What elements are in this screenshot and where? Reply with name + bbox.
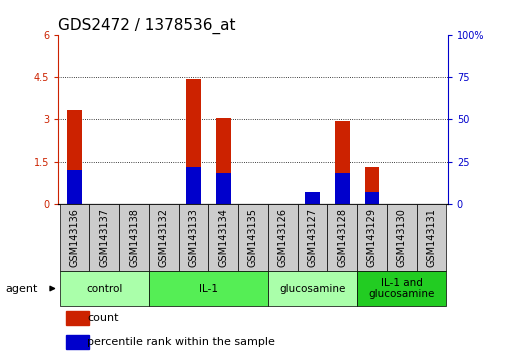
Bar (60, 204, 89, 271)
Text: GSM143132: GSM143132 (159, 208, 169, 267)
Text: GSM143129: GSM143129 (366, 208, 376, 267)
Bar (60, 271, 148, 306)
Bar (148, 204, 178, 271)
Bar (357, 271, 445, 306)
Text: control: control (86, 284, 122, 293)
Text: GSM143135: GSM143135 (247, 208, 258, 267)
Text: GSM143133: GSM143133 (188, 208, 198, 267)
Text: GSM143134: GSM143134 (218, 208, 228, 267)
Bar (216, 118, 230, 204)
Bar (334, 121, 349, 204)
Bar (267, 204, 297, 271)
Text: glucosamine: glucosamine (279, 284, 345, 293)
Text: IL-1: IL-1 (198, 284, 218, 293)
Text: GSM143131: GSM143131 (426, 208, 436, 267)
Bar (178, 204, 208, 271)
Text: GSM143138: GSM143138 (129, 208, 139, 267)
Text: GSM143137: GSM143137 (99, 208, 109, 267)
Bar (305, 201, 319, 204)
Bar (364, 192, 379, 204)
Bar (416, 204, 445, 271)
Bar (305, 192, 319, 204)
Text: GSM143136: GSM143136 (69, 208, 79, 267)
Bar (208, 204, 238, 271)
Text: GSM143126: GSM143126 (277, 208, 287, 267)
Text: IL-1 and
glucosamine: IL-1 and glucosamine (368, 278, 434, 299)
Bar (386, 204, 416, 271)
Text: count: count (87, 313, 119, 323)
Text: percentile rank within the sample: percentile rank within the sample (87, 337, 275, 347)
Text: GSM143130: GSM143130 (396, 208, 406, 267)
Bar (334, 173, 349, 204)
Bar (327, 204, 357, 271)
Bar (186, 79, 200, 204)
Bar (238, 204, 267, 271)
Bar (119, 204, 148, 271)
Bar (67, 170, 82, 204)
Text: agent: agent (5, 284, 37, 293)
Bar (66, 335, 89, 349)
Text: GDS2472 / 1378536_at: GDS2472 / 1378536_at (58, 18, 235, 34)
Bar (216, 173, 230, 204)
Bar (148, 271, 267, 306)
Text: GSM143127: GSM143127 (307, 207, 317, 267)
Bar (364, 167, 379, 204)
Bar (67, 110, 82, 204)
Bar (357, 204, 386, 271)
Text: GSM143128: GSM143128 (336, 208, 346, 267)
Bar (186, 166, 200, 204)
Bar (66, 311, 89, 325)
Bar (297, 204, 327, 271)
Bar (89, 204, 119, 271)
Bar (267, 271, 357, 306)
